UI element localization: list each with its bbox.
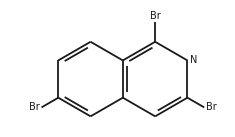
Text: N: N: [190, 55, 197, 65]
Text: Br: Br: [150, 11, 161, 21]
Text: Br: Br: [29, 102, 40, 112]
Text: Br: Br: [206, 102, 216, 112]
